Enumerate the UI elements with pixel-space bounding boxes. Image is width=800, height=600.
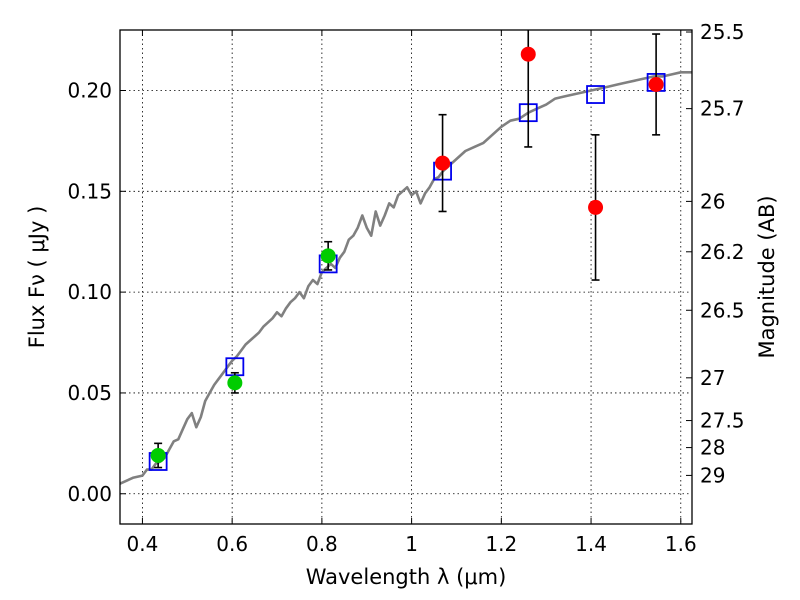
mag-tick-label: 26.5 [700, 298, 745, 322]
mag-tick-label: 29 [700, 463, 725, 487]
x-tick-label: 1.6 [665, 532, 697, 556]
optical-detection-point [150, 447, 166, 463]
grid-layer [120, 30, 692, 524]
y-tick-label: 0.10 [67, 280, 112, 304]
x-tick-label: 1 [405, 532, 418, 556]
mag-tick-label: 27 [700, 366, 725, 390]
tick-layer: 0.4 0.6 0.8 1 1.2 1.4 1.6 0.00 0.05 0.10 0.15 0.20 2… [67, 20, 744, 556]
y-tick-label: 0.05 [67, 381, 112, 405]
model-photometry-square [586, 85, 605, 104]
model-sed-line [120, 71, 692, 485]
mag-tick-label: 25.5 [700, 20, 745, 44]
mag-tick-label: 26 [700, 189, 725, 213]
optical-detection-point [227, 375, 243, 391]
mag-tick-label: 27.5 [700, 409, 745, 433]
y-tick-label: 0.20 [67, 78, 112, 102]
y-tick-label: 0.00 [67, 482, 112, 506]
optical-detection-point [320, 248, 336, 264]
x-axis-label: Wavelength λ (μm) [306, 565, 507, 589]
nir-detection-point [435, 155, 451, 171]
nir-detection-point [648, 76, 664, 92]
nir-detection-point [520, 46, 536, 62]
plot-frame [119, 29, 693, 525]
mag-tick-label: 28 [700, 436, 725, 460]
y2-axis-label: Magnitude (AB) [755, 195, 779, 358]
y-tick-label: 0.15 [67, 179, 112, 203]
x-tick-label: 1.4 [575, 532, 607, 556]
data-layer [120, 30, 692, 485]
mag-tick-label: 25.7 [700, 97, 745, 121]
mag-tick-label: 26.2 [700, 240, 745, 264]
x-tick-label: 0.8 [306, 532, 338, 556]
x-tick-label: 1.2 [485, 532, 517, 556]
x-tick-label: 0.4 [127, 532, 159, 556]
nir-detection-point [588, 199, 604, 215]
x-tick-label: 0.6 [216, 532, 248, 556]
y-axis-label: Flux Fν ( μJy ) [25, 206, 49, 349]
